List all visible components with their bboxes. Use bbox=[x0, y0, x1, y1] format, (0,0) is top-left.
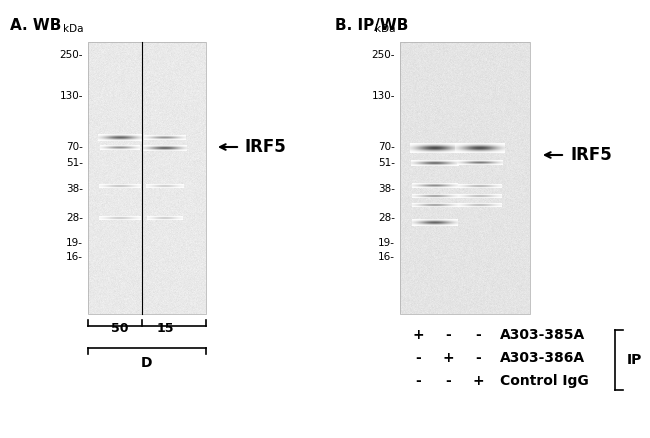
Text: 70-: 70- bbox=[378, 142, 395, 152]
Text: IRF5: IRF5 bbox=[570, 146, 612, 164]
Text: +: + bbox=[472, 374, 484, 388]
Text: 16-: 16- bbox=[66, 252, 83, 262]
Bar bbox=[400, 42, 530, 314]
Text: 28-: 28- bbox=[66, 213, 83, 223]
Text: 130-: 130- bbox=[60, 91, 83, 101]
Text: -: - bbox=[415, 351, 421, 365]
Text: IP: IP bbox=[627, 353, 642, 367]
Text: kDa: kDa bbox=[62, 24, 83, 34]
Text: 130-: 130- bbox=[372, 91, 395, 101]
Text: -: - bbox=[475, 328, 481, 342]
Text: 15: 15 bbox=[156, 322, 174, 335]
Text: 250-: 250- bbox=[60, 50, 83, 60]
Text: 250-: 250- bbox=[372, 50, 395, 60]
Text: -: - bbox=[445, 328, 451, 342]
Text: 19-: 19- bbox=[378, 238, 395, 248]
Text: kDa: kDa bbox=[374, 24, 395, 34]
Bar bbox=[88, 42, 206, 314]
Text: A303-386A: A303-386A bbox=[500, 351, 585, 365]
Text: D: D bbox=[141, 356, 153, 370]
Text: 28-: 28- bbox=[378, 213, 395, 223]
Text: 50: 50 bbox=[111, 322, 129, 335]
Text: B. IP/WB: B. IP/WB bbox=[335, 18, 408, 33]
Text: 51-: 51- bbox=[378, 158, 395, 168]
Text: +: + bbox=[442, 351, 454, 365]
Text: 51-: 51- bbox=[66, 158, 83, 168]
Text: A303-385A: A303-385A bbox=[500, 328, 585, 342]
Text: IRF5: IRF5 bbox=[245, 138, 287, 156]
Text: 19-: 19- bbox=[66, 238, 83, 248]
Text: Control IgG: Control IgG bbox=[500, 374, 589, 388]
Text: 70-: 70- bbox=[66, 142, 83, 152]
Text: -: - bbox=[415, 374, 421, 388]
Text: -: - bbox=[475, 351, 481, 365]
Text: 38-: 38- bbox=[378, 184, 395, 194]
Text: -: - bbox=[445, 374, 451, 388]
Text: +: + bbox=[412, 328, 424, 342]
Text: 16-: 16- bbox=[378, 252, 395, 262]
Text: 38-: 38- bbox=[66, 184, 83, 194]
Text: A. WB: A. WB bbox=[10, 18, 61, 33]
